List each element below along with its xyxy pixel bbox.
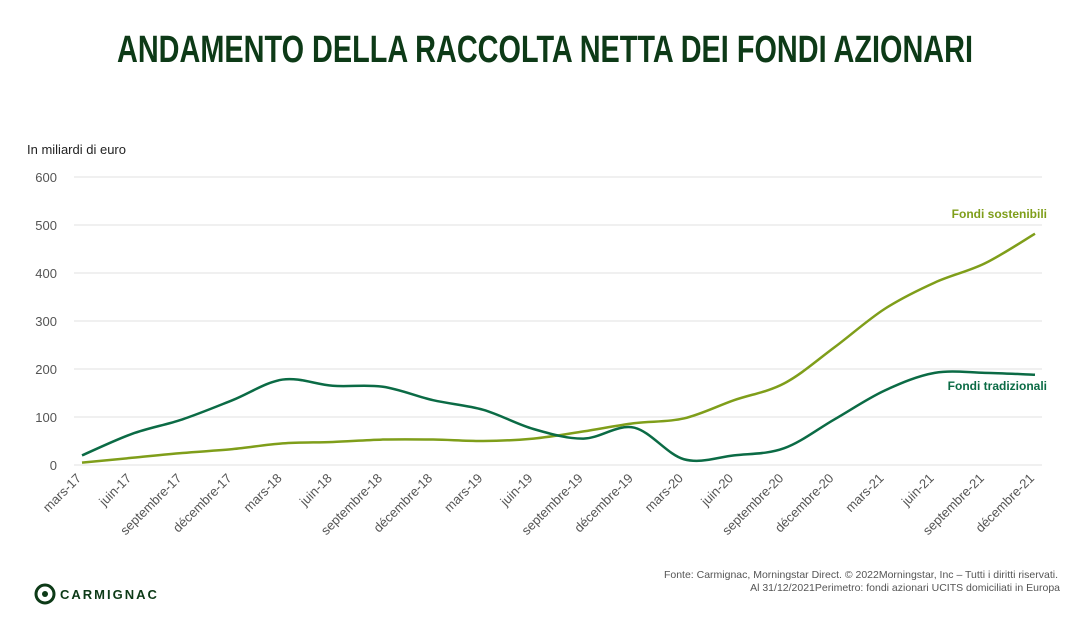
logo-icon xyxy=(42,591,48,597)
source-note: Al 31/12/2021Perimetro: fondi azionari U… xyxy=(750,582,1060,594)
x-tick-label: mars-19 xyxy=(441,471,485,515)
x-tick-label: juin-19 xyxy=(497,471,536,510)
source-note: Fonte: Carmignac, Morningstar Direct. © … xyxy=(664,569,1058,581)
chart-title: ANDAMENTO DELLA RACCOLTA NETTA DEI FONDI… xyxy=(117,29,973,71)
series-line xyxy=(81,232,1036,464)
x-tick-label: mars-21 xyxy=(842,471,886,515)
x-tick-label: mars-17 xyxy=(40,471,84,515)
series-line xyxy=(81,370,1036,463)
y-axis-label: In miliardi di euro xyxy=(27,142,126,157)
y-tick-label: 400 xyxy=(35,266,57,281)
x-tick-label: mars-20 xyxy=(642,471,686,515)
logo-icon xyxy=(34,583,56,605)
y-tick-label: 0 xyxy=(50,458,57,473)
series-label: Fondi tradizionali xyxy=(948,379,1047,393)
y-tick-label: 100 xyxy=(35,410,57,425)
x-tick-label: juin-18 xyxy=(296,471,335,510)
y-tick-label: 200 xyxy=(35,362,57,377)
series-label: Fondi sostenibili xyxy=(952,207,1047,221)
x-tick-label: juin-21 xyxy=(898,471,937,510)
logo: CARMIGNAC xyxy=(34,583,159,605)
y-tick-label: 500 xyxy=(35,218,57,233)
x-tick-label: mars-18 xyxy=(240,471,284,515)
y-tick-label: 600 xyxy=(35,170,57,185)
x-tick-label: juin-20 xyxy=(697,471,736,510)
x-tick-label: juin-17 xyxy=(95,471,134,510)
logo-text: CARMIGNAC xyxy=(60,587,159,602)
y-tick-label: 300 xyxy=(35,314,57,329)
